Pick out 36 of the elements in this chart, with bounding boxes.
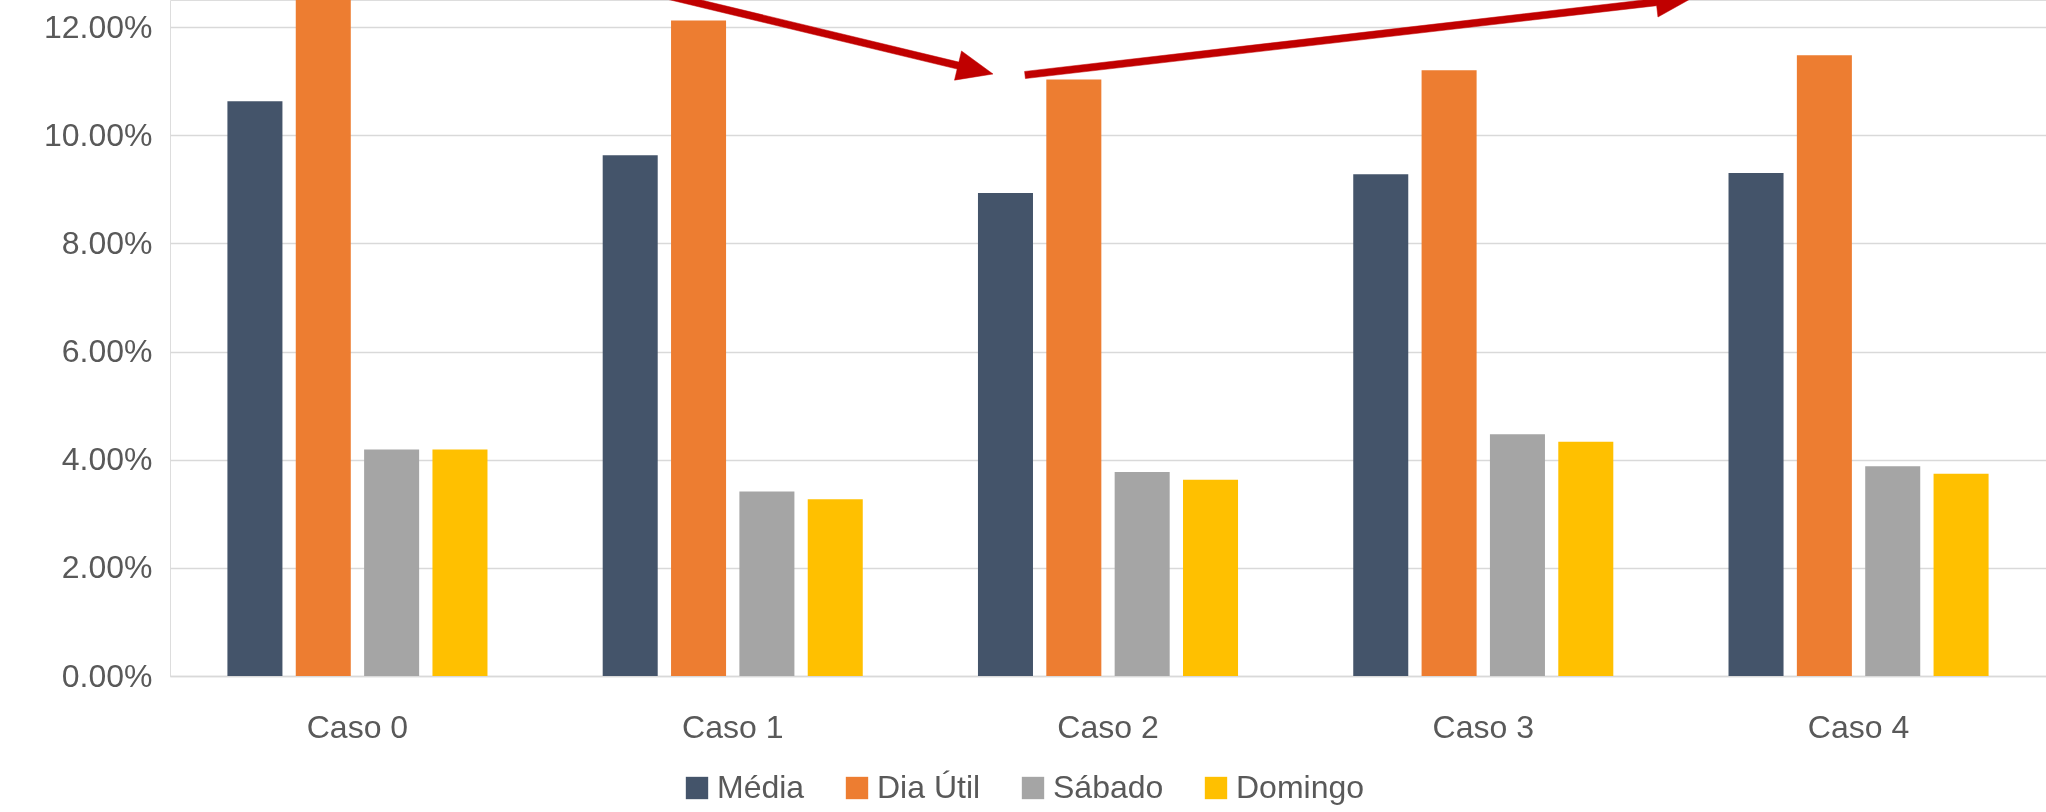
bar (1421, 70, 1477, 676)
x-tick-label: Caso 3 (1432, 708, 1534, 745)
bar (1353, 174, 1409, 676)
bar (227, 101, 283, 676)
y-tick-label: 8.00% (61, 224, 153, 261)
bar (1114, 472, 1170, 676)
bar (364, 449, 420, 676)
y-tick-label: 10.00% (43, 116, 153, 153)
y-tick-label: 12.00% (43, 8, 153, 45)
x-tick-label: Caso 4 (1807, 708, 1910, 745)
x-tick-label: Caso 2 (1057, 708, 1159, 745)
bar (1796, 55, 1852, 676)
bar (1489, 434, 1545, 676)
bar (602, 155, 658, 676)
bar (807, 499, 863, 676)
y-tick-label: 6.00% (61, 333, 153, 370)
legend-label: Dia Útil (877, 769, 981, 805)
bar (432, 449, 488, 676)
legend-label: Média (717, 769, 805, 805)
bar (977, 193, 1033, 676)
x-tick-label: Caso 0 (306, 708, 409, 745)
x-tick-label: Caso 1 (682, 708, 784, 745)
bar (1728, 173, 1784, 676)
bar (1865, 466, 1921, 676)
bar (671, 20, 727, 676)
y-tick-label: 2.00% (61, 549, 153, 586)
legend-label: Sábado (1053, 769, 1164, 805)
bar (295, 0, 351, 676)
bar (1933, 473, 1989, 676)
y-tick-label: 4.00% (61, 441, 153, 478)
bar (1046, 79, 1102, 676)
y-tick-label: 0.00% (61, 657, 153, 694)
legend-label: Domingo (1236, 769, 1365, 805)
bar (739, 491, 795, 676)
bar (1183, 479, 1239, 676)
bar (1558, 441, 1614, 676)
